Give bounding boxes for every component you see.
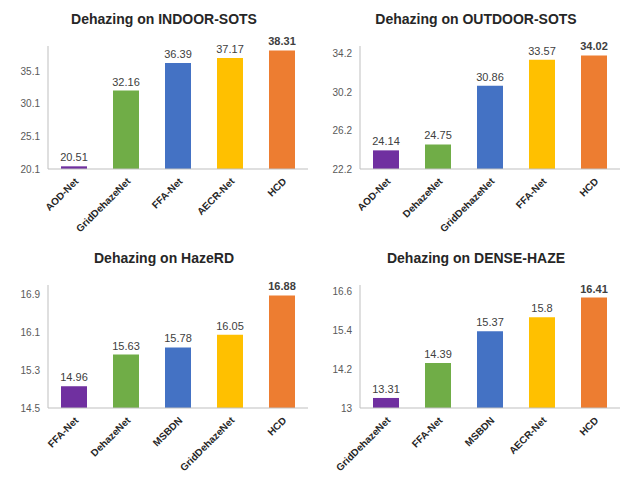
svg-text:FFA-Net: FFA-Net	[514, 175, 549, 210]
svg-text:22.2: 22.2	[333, 164, 353, 175]
svg-text:MSBDN: MSBDN	[151, 415, 185, 449]
svg-text:AOD-Net: AOD-Net	[355, 175, 393, 213]
svg-text:32.16: 32.16	[112, 76, 140, 88]
html-text:Dehazing on INDOOR-SOTS: Dehazing on INDOOR-SOTS	[71, 11, 257, 27]
svg-text:MSBDN: MSBDN	[463, 415, 497, 449]
svg-text:GridDehazeNet: GridDehazeNet	[438, 175, 497, 234]
svg-text:AOD-Net: AOD-Net	[43, 175, 81, 213]
svg-text:13: 13	[341, 403, 353, 414]
svg-text:16.41: 16.41	[580, 283, 608, 295]
svg-text:GridDehazeNet: GridDehazeNet	[74, 175, 133, 234]
svg-text:30.1: 30.1	[21, 98, 41, 109]
svg-text:15.78: 15.78	[164, 332, 192, 344]
svg-text:14.2: 14.2	[333, 364, 353, 375]
svg-text:AECR-Net: AECR-Net	[195, 175, 237, 217]
svg-text:16.1: 16.1	[21, 327, 41, 338]
svg-text:34.2: 34.2	[333, 48, 353, 59]
svg-text:34.02: 34.02	[580, 40, 608, 52]
svg-text:20.51: 20.51	[60, 151, 88, 163]
svg-text:HCD: HCD	[577, 415, 600, 438]
svg-text:16.6: 16.6	[333, 286, 353, 297]
svg-text:36.39: 36.39	[164, 48, 192, 60]
svg-text:14.96: 14.96	[60, 371, 88, 383]
svg-text:GridDehazeNet: GridDehazeNet	[178, 414, 237, 473]
svg-text:DehazeNet: DehazeNet	[88, 414, 132, 458]
svg-text:13.31: 13.31	[372, 383, 400, 395]
svg-text:14.39: 14.39	[424, 348, 452, 360]
svg-text:FFA-Net: FFA-Net	[150, 175, 185, 210]
svg-text:30.2: 30.2	[333, 87, 353, 98]
svg-text:14.5: 14.5	[21, 403, 41, 414]
svg-text:HCD: HCD	[265, 415, 288, 438]
svg-text:FFA-Net: FFA-Net	[410, 414, 445, 449]
svg-text:35.1: 35.1	[21, 66, 41, 77]
html-text:Dehazing on HazeRD: Dehazing on HazeRD	[94, 250, 234, 266]
svg-text:24.75: 24.75	[424, 129, 452, 141]
svg-text:30.86: 30.86	[476, 71, 504, 83]
svg-text:FFA-Net: FFA-Net	[46, 414, 81, 449]
svg-text:DehazeNet: DehazeNet	[400, 175, 444, 219]
svg-text:15.4: 15.4	[333, 325, 353, 336]
svg-text:15.63: 15.63	[112, 340, 140, 352]
svg-text:HCD: HCD	[577, 176, 600, 199]
svg-text:37.17: 37.17	[216, 43, 244, 55]
svg-text:16.05: 16.05	[216, 320, 244, 332]
svg-text:24.14: 24.14	[372, 135, 400, 147]
svg-text:20.1: 20.1	[21, 164, 41, 175]
svg-text:GridDehazeNet: GridDehazeNet	[334, 414, 393, 473]
svg-text:15.3: 15.3	[21, 365, 41, 376]
svg-text:16.9: 16.9	[21, 289, 41, 300]
svg-text:15.37: 15.37	[476, 316, 504, 328]
html-text:Dehazing on OUTDOOR-SOTS: Dehazing on OUTDOOR-SOTS	[375, 11, 577, 27]
svg-text:15.8: 15.8	[531, 302, 552, 314]
svg-text:25.1: 25.1	[21, 131, 41, 142]
svg-text:16.88: 16.88	[268, 280, 296, 292]
svg-text:26.2: 26.2	[333, 125, 353, 136]
svg-text:38.31: 38.31	[268, 35, 296, 47]
svg-text:AECR-Net: AECR-Net	[507, 414, 549, 456]
html-text:Dehazing on DENSE-HAZE: Dehazing on DENSE-HAZE	[386, 250, 566, 266]
svg-text:33.57: 33.57	[528, 45, 556, 57]
svg-text:HCD: HCD	[265, 176, 288, 199]
